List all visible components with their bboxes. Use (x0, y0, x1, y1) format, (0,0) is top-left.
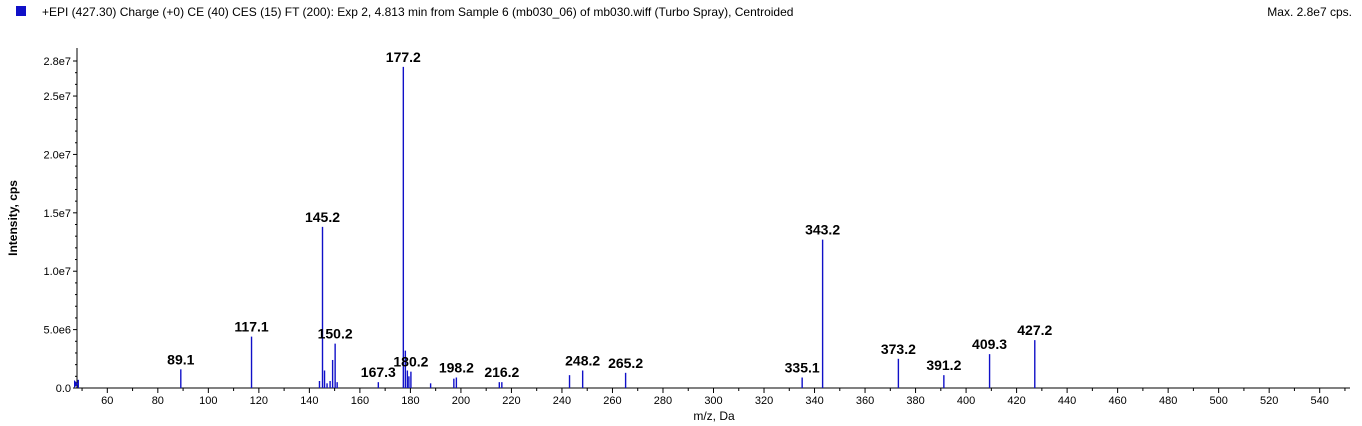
x-tick-label: 460 (1108, 395, 1126, 407)
x-tick-label: 520 (1260, 395, 1278, 407)
y-tick-label: 1.0e7 (43, 266, 71, 278)
y-tick-label: 2.8e7 (43, 56, 71, 68)
peak-label: 167.3 (361, 364, 396, 380)
y-tick-label: 2.0e7 (43, 149, 71, 161)
x-tick-label: 100 (199, 395, 217, 407)
y-tick-label: 0.0 (56, 383, 71, 395)
x-tick-label: 440 (1058, 395, 1076, 407)
y-axis-title: Intensity, cps (6, 180, 20, 256)
peak-label: 89.1 (167, 351, 194, 367)
x-tick-label: 420 (1007, 395, 1025, 407)
x-tick-label: 220 (502, 395, 520, 407)
x-tick-label: 160 (351, 395, 369, 407)
x-tick-label: 380 (906, 395, 924, 407)
x-tick-label: 500 (1209, 395, 1227, 407)
peak-label: 335.1 (785, 359, 820, 375)
legend-square-icon (16, 6, 26, 16)
peak-label: 117.1 (234, 319, 268, 335)
y-tick-label: 1.5e7 (43, 208, 71, 220)
x-tick-label: 480 (1159, 395, 1177, 407)
y-tick-label: 2.5e7 (43, 91, 71, 103)
x-tick-label: 120 (250, 395, 268, 407)
x-tick-label: 240 (553, 395, 571, 407)
x-tick-label: 340 (805, 395, 823, 407)
peak-label: 265.2 (608, 355, 643, 371)
x-tick-label: 140 (300, 395, 318, 407)
x-axis-ticks: 60 80 100 120 140 160 180 200 220 240 260 280 300 320… (81, 388, 1346, 407)
x-tick-label: 260 (603, 395, 621, 407)
x-tick-label: 80 (152, 395, 164, 407)
peak-label: 427.2 (1017, 322, 1052, 338)
x-tick-label: 280 (654, 395, 672, 407)
y-tick-label: 5.0e6 (43, 325, 71, 337)
peak-label: 343.2 (805, 222, 840, 238)
x-tick-label: 200 (452, 395, 470, 407)
x-axis-title: m/z, Da (693, 409, 735, 423)
peak-label: 216.2 (484, 364, 519, 380)
peak-bars (77, 66, 1036, 388)
x-tick-label: 180 (401, 395, 419, 407)
peak-label: 409.3 (972, 336, 1007, 352)
y-axis-ticks: 0.0 5.0e6 1.0e7 1.5e7 2.0e7 2.5e7 2.8e7 (43, 56, 77, 395)
x-tick-label: 60 (101, 395, 113, 407)
peak-labels: 89.1 117.1 145.2 150.2 167.3 177.2 180.2 198.2 2… (167, 49, 1052, 380)
x-tick-label: 540 (1311, 395, 1329, 407)
max-intensity-label: Max. 2.8e7 cps. (1267, 5, 1352, 19)
peak-label: 177.2 (386, 49, 421, 65)
peak-label: 180.2 (393, 354, 428, 370)
peak-label: 248.2 (565, 352, 600, 368)
peak-label: 391.2 (926, 357, 961, 373)
x-tick-label: 400 (957, 395, 975, 407)
chart-header: +EPI (427.30) Charge (+0) CE (40) CES (1… (0, 0, 1362, 24)
peak-label: 373.2 (881, 341, 916, 357)
origin-marker-icon (74, 380, 78, 388)
peak-label: 150.2 (318, 326, 353, 342)
axes (76, 48, 1350, 389)
peak-label: 198.2 (439, 359, 474, 375)
x-tick-label: 320 (755, 395, 773, 407)
x-tick-label: 300 (704, 395, 722, 407)
peak-label: 145.2 (305, 209, 340, 225)
chart-title: +EPI (427.30) Charge (+0) CE (40) CES (1… (42, 5, 794, 19)
x-tick-label: 360 (856, 395, 874, 407)
